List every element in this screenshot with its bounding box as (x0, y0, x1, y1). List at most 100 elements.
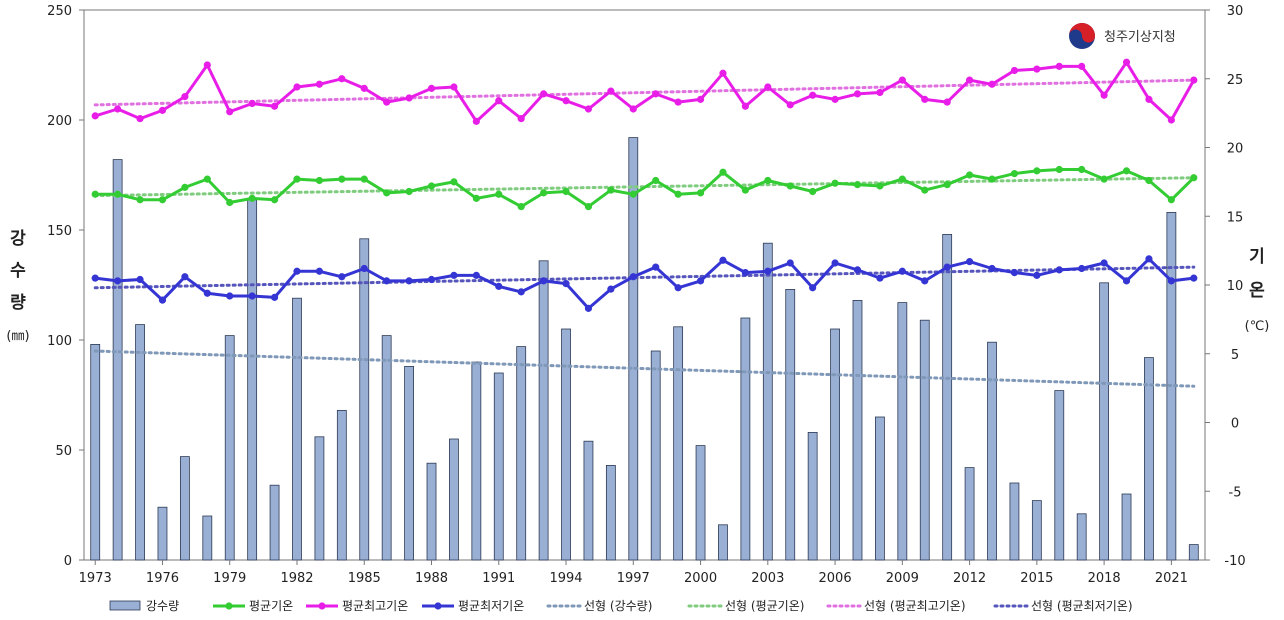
series-point (1033, 167, 1041, 175)
series-point (1122, 167, 1131, 175)
legend-label: 선형 (강수량) (584, 599, 652, 613)
series-point (652, 263, 660, 271)
left-tick-label: 250 (47, 4, 72, 19)
x-tick-label: 2012 (953, 571, 986, 586)
series-point (1055, 62, 1063, 70)
series-point (405, 277, 413, 285)
series-point (607, 87, 615, 95)
series-point (338, 175, 346, 183)
series-point (495, 190, 503, 198)
right-axis-ticks: -10 -5 0 5 10 15 20 25 30 (1205, 4, 1246, 569)
series-point (719, 168, 727, 176)
series-point (652, 176, 660, 185)
precipitation-bar (314, 436, 325, 561)
precipitation-bar (583, 440, 594, 561)
precipitation-bar (695, 445, 706, 561)
series-point (181, 183, 189, 191)
series-point (495, 97, 503, 105)
x-tick-label: 2021 (1155, 571, 1188, 586)
series-point (696, 189, 705, 197)
precipitation-bar (628, 137, 639, 561)
series-point (696, 277, 705, 285)
series-point (719, 69, 727, 77)
series-point (1010, 66, 1019, 75)
temperature-lines (91, 58, 1198, 312)
series-point (898, 267, 906, 275)
series-point (1100, 91, 1108, 99)
logo-text: 청주기상지청 (1104, 30, 1176, 45)
right-axis-title-char: 기 (1249, 247, 1265, 267)
series-point (450, 83, 458, 91)
precipitation-bar (875, 416, 885, 561)
series-point (136, 275, 144, 284)
series-point (293, 175, 301, 183)
series-point (540, 189, 548, 197)
left-tick-label: 150 (47, 224, 72, 239)
left-axis-title-char: 량 (10, 293, 26, 313)
left-tick-label: 0 (64, 554, 72, 569)
series-point (270, 102, 279, 110)
series-point (719, 256, 727, 264)
series-point (270, 293, 279, 301)
series-point (965, 258, 974, 266)
series-point (764, 176, 772, 185)
series-point (786, 259, 794, 267)
series-point (338, 75, 346, 83)
series-point (427, 182, 436, 190)
series-point (1167, 196, 1175, 204)
precipitation-bar (1121, 493, 1132, 561)
series-point (315, 176, 324, 185)
right-tick-label: 25 (1227, 73, 1244, 88)
series-point (1078, 165, 1086, 174)
left-axis-ticks: 0 50 100 150 200 250 (47, 4, 84, 569)
precipitation-bar (964, 467, 975, 561)
series-point (674, 190, 682, 198)
legend-swatch-point (434, 602, 442, 610)
precipitation-bar (90, 343, 101, 561)
series-point (921, 277, 929, 285)
precipitation-bar (1099, 282, 1110, 561)
series-point (831, 259, 839, 267)
series-point (921, 186, 929, 194)
series-point (338, 273, 346, 281)
series-point (270, 196, 279, 204)
series-point (136, 196, 144, 204)
precipitation-bar (1009, 482, 1020, 561)
series-line (94, 60, 1196, 123)
series-point (562, 97, 570, 105)
series-point (584, 105, 593, 113)
series-point (1055, 165, 1063, 174)
series-point (315, 80, 324, 88)
series-point (1190, 174, 1198, 182)
left-tick-label: 200 (47, 114, 72, 129)
right-tick-label: -5 (1229, 485, 1242, 500)
series-point (91, 190, 99, 198)
series-point (988, 175, 996, 183)
series-point (1078, 62, 1086, 70)
legend-label: 평균기온 (249, 599, 293, 613)
series-point (1078, 264, 1086, 273)
series-point (1145, 95, 1153, 103)
series-point (876, 88, 884, 97)
right-tick-label: 20 (1227, 142, 1244, 157)
legend-label: 선형 (평균최고기온) (864, 599, 966, 613)
series-point (383, 189, 391, 197)
series-point (360, 175, 368, 183)
series-point (607, 285, 615, 293)
series-point (786, 182, 794, 190)
series-point (696, 95, 705, 103)
series-point (809, 187, 817, 196)
series-point (1190, 274, 1198, 282)
left-axis-unit: (㎜) (6, 329, 29, 344)
series-point (540, 90, 548, 98)
series-point (517, 115, 525, 123)
series-point (831, 95, 839, 103)
left-tick-label: 100 (47, 334, 72, 349)
series-point (114, 277, 122, 285)
precipitation-bar (381, 335, 392, 561)
series-point (1033, 65, 1041, 73)
precipitation-bar (202, 515, 213, 561)
precipitation-bar (336, 409, 347, 561)
right-tick-label: 10 (1227, 279, 1244, 294)
x-tick-label: 1976 (146, 571, 179, 586)
